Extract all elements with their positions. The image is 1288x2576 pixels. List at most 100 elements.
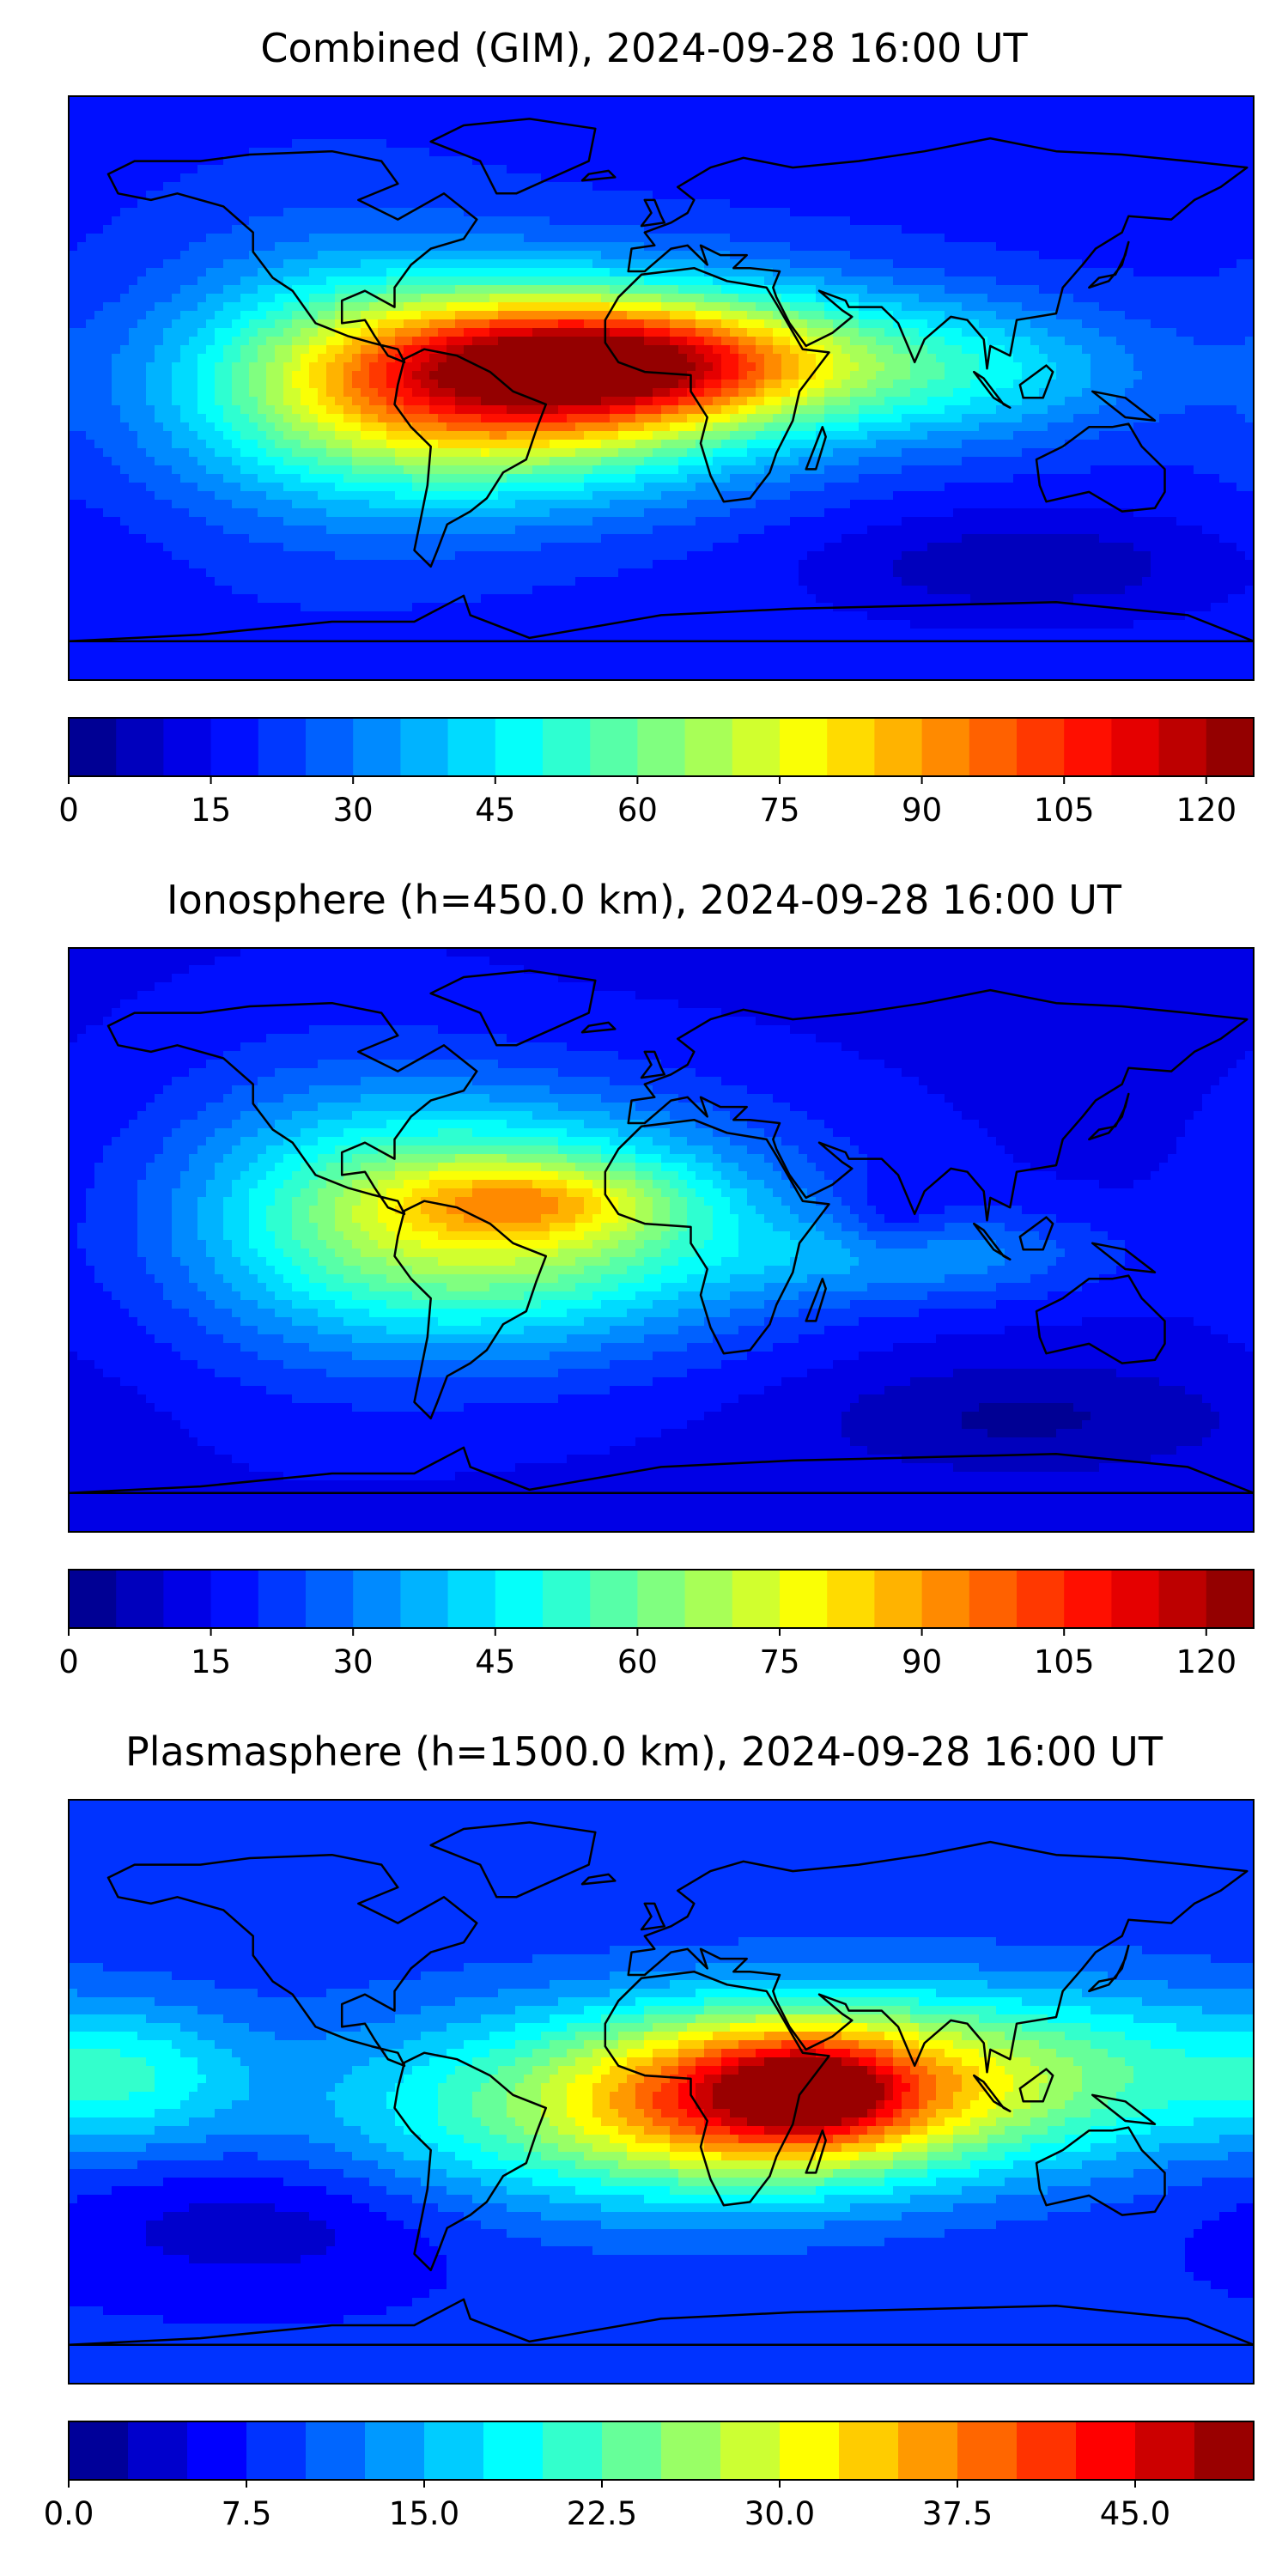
tec-cell <box>129 199 138 209</box>
tec-cell <box>678 105 688 114</box>
tec-cell <box>1125 337 1134 346</box>
tec-cell <box>1039 285 1048 295</box>
tec-cell <box>945 371 954 380</box>
tec-cell <box>1125 208 1134 217</box>
tec-cell <box>936 216 945 226</box>
tec-cell <box>799 302 808 312</box>
tec-cell <box>1108 259 1117 269</box>
tec-cell <box>1048 276 1057 286</box>
tec-cell <box>670 131 679 140</box>
tec-cell <box>498 148 507 157</box>
tec-cell <box>799 156 808 166</box>
tec-cell <box>206 405 216 415</box>
tec-cell <box>447 302 456 312</box>
tec-cell <box>438 122 447 131</box>
tec-cell <box>429 294 439 303</box>
tec-cell <box>404 380 413 389</box>
tec-cell <box>464 345 473 355</box>
tec-cell <box>189 337 198 346</box>
tec-cell <box>223 319 233 329</box>
tec-cell <box>670 199 679 209</box>
tec-cell <box>421 388 430 398</box>
tec-cell <box>120 165 130 174</box>
tec-cell <box>180 251 190 260</box>
tec-cell <box>498 328 507 337</box>
tec-cell <box>713 362 722 372</box>
tec-cell <box>343 259 353 269</box>
tec-cell <box>77 225 87 234</box>
tec-cell <box>249 371 258 380</box>
tec-cell <box>266 328 276 337</box>
tec-cell <box>541 276 550 286</box>
tec-cell <box>240 208 250 217</box>
tec-cell <box>807 131 817 140</box>
tec-cell <box>738 139 748 149</box>
tec-cell <box>352 268 361 277</box>
tec-cell <box>1228 294 1237 303</box>
tec-cell <box>1099 113 1109 123</box>
tec-cell <box>1091 216 1100 226</box>
tec-cell <box>816 380 825 389</box>
tec-cell <box>103 148 112 157</box>
tec-cell <box>532 380 542 389</box>
tec-cell <box>1039 380 1048 389</box>
tec-cell <box>515 371 525 380</box>
tec-cell <box>489 148 499 157</box>
tec-cell <box>970 122 980 131</box>
tec-cell <box>1159 362 1169 372</box>
tec-cell <box>1013 148 1023 157</box>
tec-cell <box>489 294 499 303</box>
tec-cell <box>223 251 233 260</box>
tec-cell <box>1022 216 1031 226</box>
tec-cell <box>996 276 1005 286</box>
tec-cell <box>592 191 602 200</box>
tec-cell <box>764 259 774 269</box>
tec-cell <box>1176 362 1186 372</box>
tec-cell <box>721 182 731 191</box>
tec-cell <box>112 225 121 234</box>
tec-cell <box>412 225 422 234</box>
tec-cell <box>1142 380 1151 389</box>
tec-cell <box>112 208 121 217</box>
tec-cell <box>953 337 963 346</box>
tec-cell <box>309 354 319 363</box>
tec-cell <box>326 242 336 252</box>
tec-cell <box>1091 122 1100 131</box>
tec-cell <box>627 285 636 295</box>
tec-cell <box>266 139 276 149</box>
tec-cell <box>335 96 344 106</box>
tec-cell <box>1219 362 1229 372</box>
tec-cell <box>275 345 284 355</box>
tec-cell <box>318 234 327 243</box>
tec-cell <box>824 105 834 114</box>
tec-cell <box>155 131 164 140</box>
tec-cell <box>644 371 653 380</box>
tec-cell <box>275 242 284 252</box>
tec-cell <box>395 362 404 372</box>
tec-cell <box>747 285 756 295</box>
tec-cell <box>1048 285 1057 295</box>
tec-cell <box>704 122 714 131</box>
tec-cell <box>189 345 198 355</box>
tec-cell <box>429 131 439 140</box>
tec-cell <box>884 276 894 286</box>
tec-cell <box>1065 371 1074 380</box>
tec-cell <box>1005 319 1014 329</box>
tec-cell <box>515 105 525 114</box>
tec-cell <box>335 319 344 329</box>
tec-cell <box>129 337 138 346</box>
tec-cell <box>764 276 774 286</box>
tec-cell <box>584 311 593 320</box>
tec-cell <box>318 251 327 260</box>
tec-cell <box>713 156 722 166</box>
tec-cell <box>429 328 439 337</box>
tec-cell <box>1245 268 1254 277</box>
tec-cell <box>438 251 447 260</box>
tec-cell <box>1099 234 1109 243</box>
tec-cell <box>558 234 568 243</box>
tec-cell <box>447 156 456 166</box>
tec-cell <box>738 182 748 191</box>
tec-cell <box>790 251 799 260</box>
tec-cell <box>472 285 482 295</box>
tec-cell <box>77 319 87 329</box>
